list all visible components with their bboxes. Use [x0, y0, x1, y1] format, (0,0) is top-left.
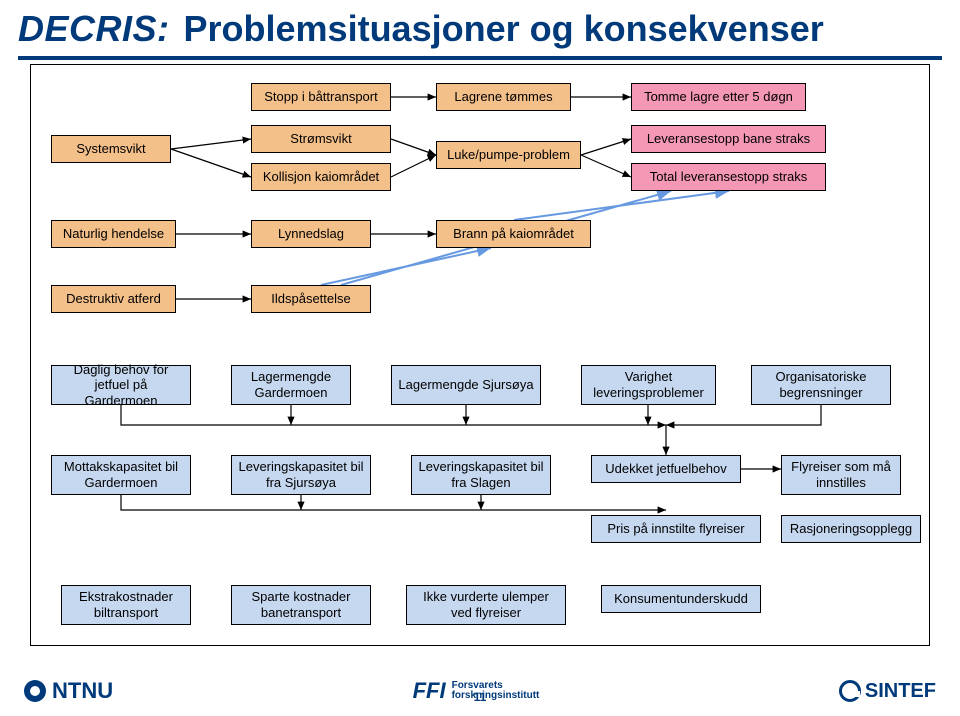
node-lagersjur: Lagermengde Sjursøya [391, 365, 541, 405]
node-varighet: Varighet leveringsproblemer [581, 365, 716, 405]
node-tomme: Tomme lagre etter 5 døgn [631, 83, 806, 111]
node-levslagen: Leveringskapasitet bil fra Slagen [411, 455, 551, 495]
edge-14 [121, 405, 666, 425]
ffi-sub2: forskningsinstitutt [452, 691, 540, 701]
node-sparte: Sparte kostnader banetransport [231, 585, 371, 625]
title-underline [18, 56, 942, 60]
ffi-text: FFI [413, 678, 446, 704]
node-lagergard: Lagermengde Gardermoen [231, 365, 351, 405]
edge-12 [321, 248, 491, 285]
edge-3 [391, 139, 436, 155]
node-levsjur: Leveringskapasitet bil fra Sjursøya [231, 455, 371, 495]
node-lagrene: Lagrene tømmes [436, 83, 571, 111]
node-daglig: Daglig behov for jetfuel på Gardermoen [51, 365, 191, 405]
logo-ffi: FFI Forsvarets forskningsinstitutt [413, 678, 540, 704]
title-prefix: DECRIS: [18, 8, 170, 50]
node-totallev: Total leveransestopp straks [631, 163, 826, 191]
slide: DECRIS: Problemsituasjoner og konsekvens… [0, 0, 960, 716]
edge-20 [121, 495, 666, 510]
sintef-text: SINTEF [865, 680, 936, 703]
edge-6 [581, 139, 631, 155]
edge-1 [171, 149, 251, 177]
node-orgbegr: Organisatoriske begrensninger [751, 365, 891, 405]
node-luke: Luke/pumpe-problem [436, 141, 581, 169]
edge-11 [514, 191, 729, 220]
node-brann: Brann på kaiområdet [436, 220, 591, 248]
diagram-canvas: Systemsvikt Stopp i båttransport Strømsvik… [30, 64, 930, 646]
node-ekstra: Ekstrakostnader biltransport [61, 585, 191, 625]
title-rest: Problemsituasjoner og konsekvenser [184, 8, 824, 50]
edge-18 [666, 405, 821, 425]
node-rasjon: Rasjoneringsopplegg [781, 515, 921, 543]
node-stromsvikt: Strømsvikt [251, 125, 391, 153]
edge-4 [391, 155, 436, 177]
node-flyreiser: Flyreiser som må innstilles [781, 455, 901, 495]
node-mottak: Mottakskapasitet bil Gardermoen [51, 455, 191, 495]
title-bar: DECRIS: Problemsituasjoner og konsekvens… [0, 0, 960, 50]
node-systemsvikt: Systemsvikt [51, 135, 171, 163]
sintef-icon [839, 680, 861, 702]
node-ildsp: Ildspåsettelse [251, 285, 371, 313]
ntnu-text: NTNU [52, 678, 113, 704]
node-konsument: Konsumentunderskudd [601, 585, 761, 613]
node-prisfly: Pris på innstilte flyreiser [591, 515, 761, 543]
ntnu-icon [24, 680, 46, 702]
logo-ntnu: NTNU [24, 678, 113, 704]
node-destruktiv: Destruktiv atferd [51, 285, 176, 313]
node-naturlig: Naturlig hendelse [51, 220, 176, 248]
logo-sintef: SINTEF [839, 680, 936, 703]
node-lynnedslag: Lynnedslag [251, 220, 371, 248]
edge-0 [171, 139, 251, 149]
node-stopp: Stopp i båttransport [251, 83, 391, 111]
node-udekket: Udekket jetfuelbehov [591, 455, 741, 483]
footer: NTNU FFI Forsvarets forskningsinstitutt … [0, 666, 960, 716]
node-kollisjon: Kollisjon kaiområdet [251, 163, 391, 191]
edge-7 [581, 155, 631, 177]
node-ikkevurd: Ikke vurderte ulemper ved flyreiser [406, 585, 566, 625]
node-levbane: Leveransestopp bane straks [631, 125, 826, 153]
